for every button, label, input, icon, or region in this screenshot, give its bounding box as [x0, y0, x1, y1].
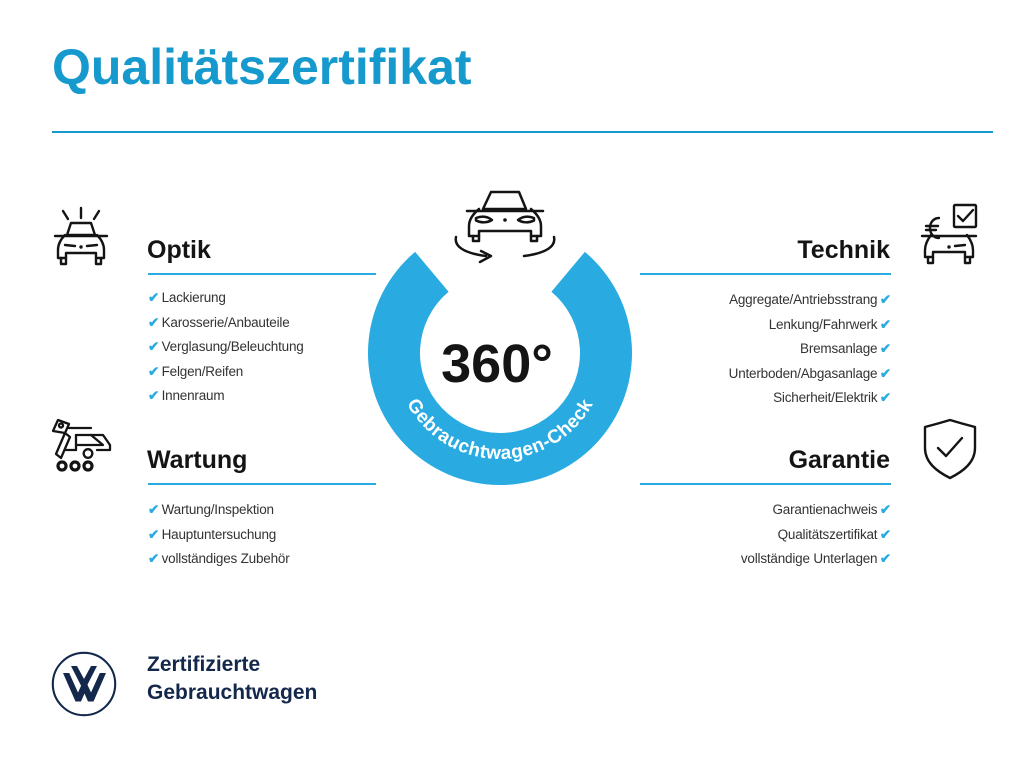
- svg-text:360°: 360°: [441, 334, 553, 394]
